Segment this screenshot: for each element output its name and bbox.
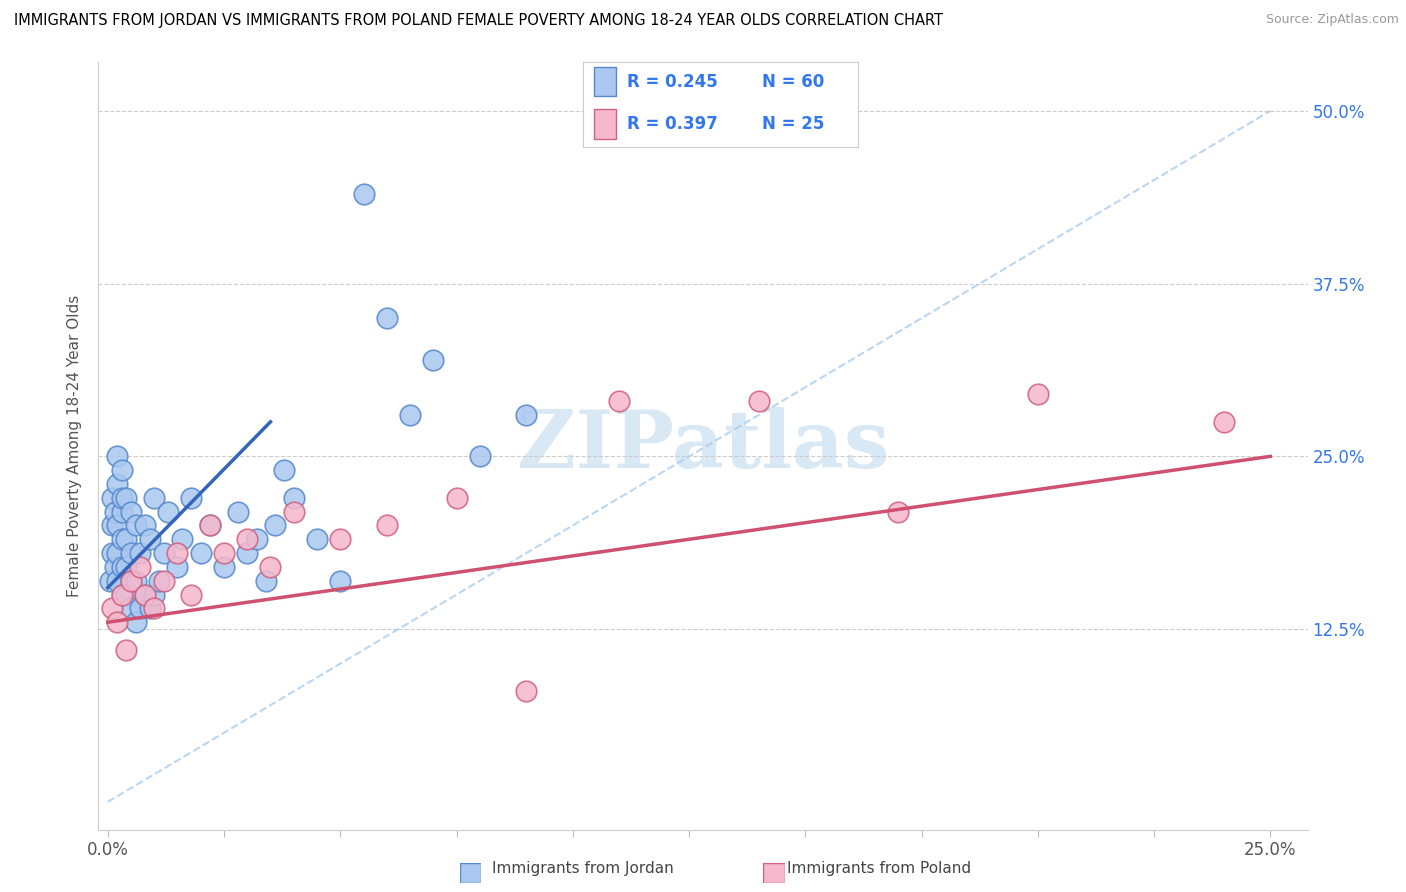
Point — [111, 588, 134, 602]
Point — [353, 186, 375, 201]
FancyBboxPatch shape — [595, 67, 616, 96]
Text: R = 0.245: R = 0.245 — [627, 72, 718, 90]
Text: N = 60: N = 60 — [762, 72, 824, 90]
Point — [111, 560, 134, 574]
Text: IMMIGRANTS FROM JORDAN VS IMMIGRANTS FROM POLAND FEMALE POVERTY AMONG 18-24 YEAR: IMMIGRANTS FROM JORDAN VS IMMIGRANTS FRO… — [14, 13, 943, 29]
Point — [105, 615, 128, 630]
Point — [120, 505, 142, 519]
Point — [101, 518, 124, 533]
Point — [143, 491, 166, 505]
Point — [111, 491, 134, 505]
Point — [212, 560, 235, 574]
Text: Immigrants from Poland: Immigrants from Poland — [787, 861, 972, 876]
Point — [120, 574, 142, 588]
Point — [166, 546, 188, 560]
Point — [172, 533, 194, 547]
Point — [264, 518, 287, 533]
Point — [212, 546, 235, 560]
Point — [329, 533, 352, 547]
Point — [157, 505, 180, 519]
Point — [105, 450, 128, 464]
Point — [120, 574, 142, 588]
Point — [375, 518, 398, 533]
Point — [198, 518, 221, 533]
Point — [887, 505, 910, 519]
Point — [607, 394, 630, 409]
Point — [124, 518, 146, 533]
Point — [115, 560, 138, 574]
Point — [152, 574, 174, 588]
Point — [1026, 387, 1049, 401]
Point — [101, 601, 124, 615]
FancyBboxPatch shape — [595, 109, 616, 139]
Point — [254, 574, 277, 588]
Point — [111, 505, 134, 519]
Y-axis label: Female Poverty Among 18-24 Year Olds: Female Poverty Among 18-24 Year Olds — [67, 295, 83, 597]
Point — [399, 408, 422, 422]
Point — [104, 505, 127, 519]
Point — [124, 574, 146, 588]
Point — [226, 505, 249, 519]
Point — [98, 574, 121, 588]
Point — [101, 546, 124, 560]
Point — [105, 518, 128, 533]
Point — [1212, 415, 1234, 429]
Text: ZIPatlas: ZIPatlas — [517, 407, 889, 485]
Point — [273, 463, 295, 477]
Point — [259, 560, 281, 574]
Point — [143, 588, 166, 602]
Point — [129, 601, 152, 615]
Point — [111, 533, 134, 547]
Point — [515, 408, 537, 422]
Point — [180, 588, 202, 602]
Point — [152, 546, 174, 560]
Point — [111, 463, 134, 477]
Point — [375, 311, 398, 326]
Text: N = 25: N = 25 — [762, 115, 824, 133]
Point — [134, 588, 156, 602]
Point — [446, 491, 468, 505]
Text: Immigrants from Jordan: Immigrants from Jordan — [492, 861, 673, 876]
Point — [115, 533, 138, 547]
Point — [748, 394, 770, 409]
Point — [115, 491, 138, 505]
Point — [115, 588, 138, 602]
Point — [120, 601, 142, 615]
Point — [134, 588, 156, 602]
Point — [143, 601, 166, 615]
Point — [305, 533, 328, 547]
Point — [101, 491, 124, 505]
Point — [105, 574, 128, 588]
Point — [329, 574, 352, 588]
Point — [245, 533, 267, 547]
Point — [468, 450, 491, 464]
Point — [104, 560, 127, 574]
Point — [236, 533, 259, 547]
Point — [198, 518, 221, 533]
Point — [138, 533, 160, 547]
Point — [129, 546, 152, 560]
FancyBboxPatch shape — [460, 863, 481, 883]
Point — [120, 546, 142, 560]
Text: R = 0.397: R = 0.397 — [627, 115, 718, 133]
Point — [105, 546, 128, 560]
Point — [148, 574, 170, 588]
Point — [134, 518, 156, 533]
Point — [283, 491, 305, 505]
Point — [422, 352, 444, 367]
Point — [166, 560, 188, 574]
Point — [515, 684, 537, 698]
Point — [124, 615, 146, 630]
Point — [115, 643, 138, 657]
Point — [138, 601, 160, 615]
Point — [236, 546, 259, 560]
Text: Source: ZipAtlas.com: Source: ZipAtlas.com — [1265, 13, 1399, 27]
Point — [283, 505, 305, 519]
Point — [111, 588, 134, 602]
FancyBboxPatch shape — [763, 863, 785, 883]
Point — [129, 560, 152, 574]
Point — [105, 477, 128, 491]
Point — [180, 491, 202, 505]
Point — [190, 546, 212, 560]
